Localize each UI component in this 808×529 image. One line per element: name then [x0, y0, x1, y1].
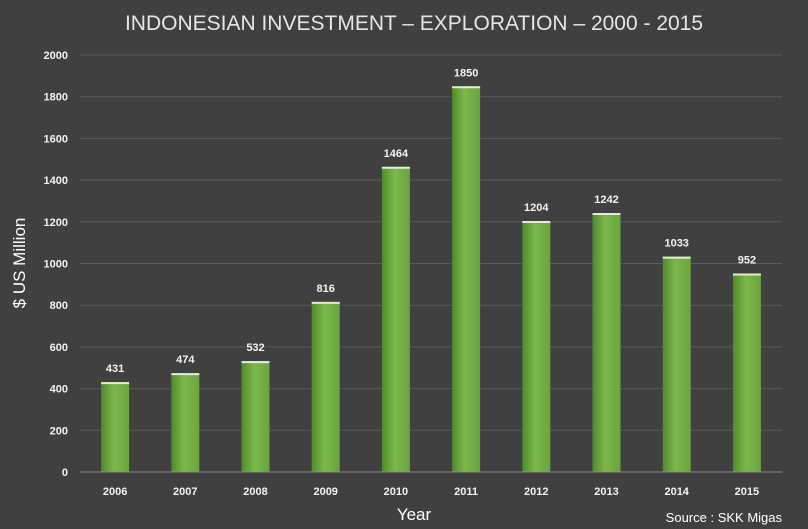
- y-tick-label: 1400: [44, 175, 68, 187]
- x-tick-label: 2011: [454, 486, 478, 498]
- x-axis-title: Year: [397, 505, 432, 524]
- x-tick-label: 2009: [313, 486, 337, 498]
- y-tick-label: 1200: [44, 217, 68, 229]
- y-tick-label: 2000: [44, 50, 68, 62]
- x-tick-label: 2006: [103, 486, 127, 498]
- data-label-2010: 1464: [384, 148, 409, 160]
- y-tick-label: 1600: [44, 133, 68, 145]
- y-tick-label: 400: [50, 384, 68, 396]
- bar-2014: [662, 256, 691, 472]
- y-tick-label: 600: [50, 342, 68, 354]
- bar-2009: [311, 301, 340, 472]
- bar-2013: [592, 213, 621, 472]
- data-label-2014: 1033: [664, 238, 688, 250]
- data-label-2009: 816: [317, 283, 335, 295]
- data-label-2011: 1850: [454, 67, 478, 79]
- bar-2015: [732, 273, 761, 472]
- bar-2012: [522, 220, 551, 472]
- data-label-2013: 1242: [594, 194, 618, 206]
- bar-2006: [101, 382, 130, 472]
- x-tick-label: 2007: [173, 486, 197, 498]
- x-tick-label: 2012: [524, 486, 548, 498]
- bar-2008: [241, 361, 270, 472]
- bars: [101, 86, 761, 473]
- data-label-2007: 474: [176, 354, 195, 366]
- data-label-2008: 532: [246, 342, 264, 354]
- bar-2011: [452, 86, 481, 473]
- chart-title: INDONESIAN INVESTMENT – EXPLORATION – 20…: [125, 12, 703, 35]
- y-tick-label: 1000: [44, 259, 68, 271]
- y-tick-label: 200: [50, 425, 68, 437]
- x-tick-label: 2015: [735, 486, 759, 498]
- data-label-2006: 431: [106, 363, 124, 375]
- data-label-2012: 1204: [524, 202, 549, 214]
- y-tick-label: 1800: [44, 92, 68, 104]
- x-tick-label: 2010: [384, 486, 408, 498]
- x-tick-label: 2014: [664, 486, 689, 498]
- y-axis-title: $ US Million: [10, 218, 29, 309]
- bar-2007: [171, 373, 200, 472]
- x-axis-ticks: 2006 2007 2008 2009 2010 2011 2012 2013 2014 2015: [103, 486, 759, 498]
- y-tick-label: 0: [62, 467, 68, 479]
- data-labels: 431 474 532 816 1464 1850 1204 1242 1033 952: [106, 67, 756, 375]
- y-axis-ticks: 0 200 400 600 800 1000 1200 1400 1600 1800 2000: [44, 50, 68, 479]
- data-label-2015: 952: [738, 255, 756, 267]
- x-tick-label: 2013: [594, 486, 618, 498]
- source-note: Source : SKK Migas: [666, 510, 783, 525]
- y-tick-label: 800: [50, 300, 68, 312]
- bar-2010: [381, 166, 410, 473]
- x-tick-label: 2008: [243, 486, 267, 498]
